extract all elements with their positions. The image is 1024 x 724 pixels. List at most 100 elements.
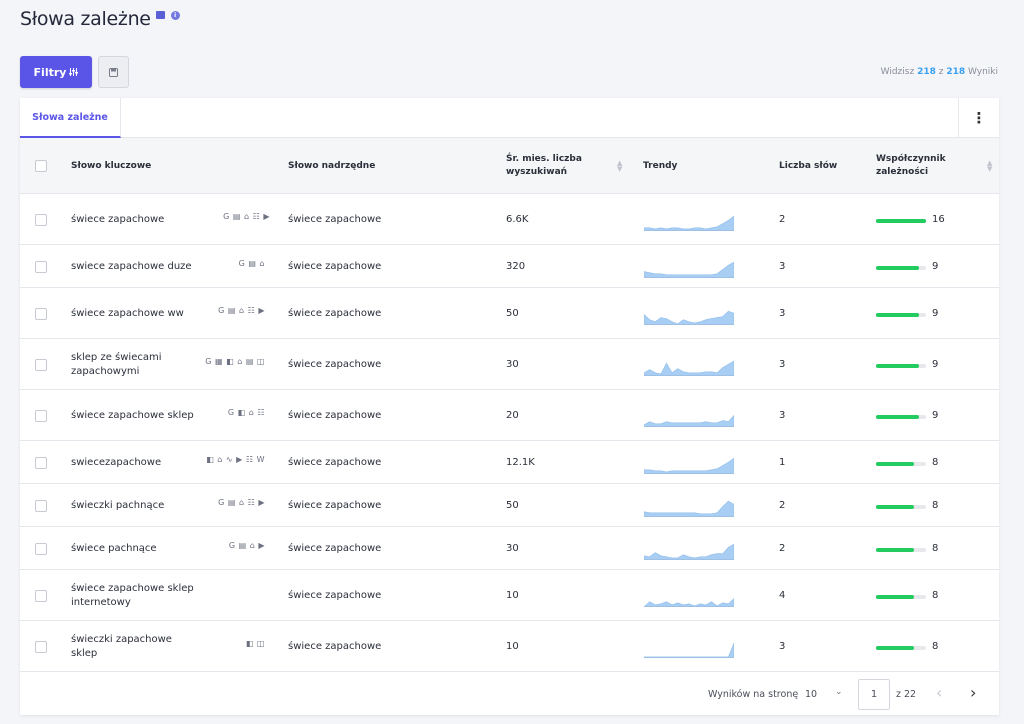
row-checkbox[interactable] — [35, 589, 47, 602]
col-trends[interactable]: Trendy — [643, 160, 678, 171]
col-keyword[interactable]: Słowo kluczowe — [71, 160, 152, 171]
keyword-text[interactable]: świece zapachowe sklep — [71, 409, 194, 421]
keyword-text[interactable]: świeczki zapachowe sklep — [71, 633, 172, 659]
ratio-bar-fill — [876, 645, 914, 650]
row-checkbox[interactable] — [35, 213, 47, 226]
serp-features-icons: G ◧ ⌂ ☷ — [227, 407, 265, 417]
keyword-text[interactable]: świece pachnące — [71, 542, 157, 554]
sort-ratio-icon[interactable]: ▲ ▼ — [987, 159, 993, 173]
word-count: 4 — [779, 590, 786, 601]
keyword-cell: świece zapachowe ww — [71, 288, 201, 339]
search-volume: 12.1K — [506, 457, 535, 468]
save-button[interactable] — [98, 56, 129, 88]
page-header: Słowa zależne i — [20, 8, 180, 30]
keyword-text[interactable]: świece zapachowe ww — [71, 307, 184, 319]
results-count: Widzisz 218 z 218 Wyniki — [880, 67, 998, 77]
info-icon[interactable]: i — [170, 11, 180, 20]
per-page-select[interactable]: 10 — [805, 689, 818, 700]
word-count: 3 — [779, 641, 786, 652]
select-all-cell — [35, 138, 47, 194]
row-checkbox[interactable] — [35, 499, 47, 512]
next-page-icon[interactable]: › — [970, 683, 977, 702]
prev-page-icon[interactable]: ‹ — [936, 683, 943, 702]
table-row[interactable]: świeczki pachnące G ▤ ⌂ ☷ ▶ świece zapacho… — [20, 484, 999, 527]
parent-keyword: świece zapachowe — [288, 500, 382, 511]
keyword-cell: świece zapachowe sklep — [71, 390, 201, 441]
trend-sparkline — [644, 500, 734, 517]
trend-sparkline — [644, 597, 734, 607]
table-row[interactable]: świeczki zapachowe sklep ◧ ◫ świece zapach… — [20, 621, 999, 672]
word-count: 3 — [779, 261, 786, 272]
floppy-disk-icon — [109, 67, 118, 77]
search-volume: 10 — [506, 641, 519, 652]
keyword-cell: sklep ze świecami zapachowymi — [71, 339, 201, 390]
ratio-value: 8 — [932, 457, 939, 468]
keyword-text[interactable]: świece zapachowe — [71, 213, 165, 225]
parent-keyword: świece zapachowe — [288, 457, 382, 468]
ratio-value: 16 — [932, 214, 945, 225]
table-row[interactable]: swiece zapachowe duze G ▤ ⌂ świece zapacho… — [20, 245, 999, 288]
select-all-checkbox[interactable] — [35, 160, 47, 172]
ratio-bar — [876, 265, 926, 270]
row-checkbox[interactable] — [35, 456, 47, 469]
parent-keyword: świece zapachowe — [288, 261, 382, 272]
row-checkbox-cell — [35, 621, 47, 672]
trend-sparkline — [644, 457, 734, 474]
ratio-bar-fill — [876, 594, 914, 599]
col-ratio[interactable]: Współczynnik zależności — [876, 154, 946, 177]
row-checkbox[interactable] — [35, 358, 47, 371]
col-parent[interactable]: Słowo nadrzędne — [288, 160, 376, 171]
keyword-text[interactable]: sklep ze świecami zapachowymi — [71, 351, 162, 377]
row-checkbox[interactable] — [35, 307, 47, 320]
tab-related-words[interactable]: Słowa zależne — [20, 98, 121, 138]
results-shown: 218 — [917, 67, 936, 77]
table-row[interactable]: świece zapachowe sklep G ◧ ⌂ ☷ świece zapa… — [20, 390, 999, 441]
serp-features-icons: ◧ ◫ — [245, 638, 265, 648]
filters-button[interactable]: Filtry — [20, 56, 92, 88]
ratio-bar-fill — [876, 547, 914, 552]
parent-keyword: świece zapachowe — [288, 590, 382, 601]
trend-area — [644, 310, 734, 325]
title-icons: i — [155, 11, 180, 20]
calendar-icon[interactable] — [155, 11, 165, 19]
table-row[interactable]: świece zapachowe sklep internetowy świece… — [20, 570, 999, 621]
page-total: z 22 — [896, 689, 917, 700]
trend-sparkline — [644, 642, 734, 658]
table-row[interactable]: świece zapachowe ww G ▤ ⌂ ☷ ▶ świece zapac… — [20, 288, 999, 339]
ratio-value: 9 — [932, 261, 939, 272]
trend-area — [644, 215, 734, 231]
row-checkbox[interactable] — [35, 260, 47, 273]
ratio-bar — [876, 414, 926, 419]
trend-sparkline — [644, 414, 734, 427]
row-checkbox[interactable] — [35, 640, 47, 653]
search-volume: 30 — [506, 543, 519, 554]
table-row[interactable]: świece zapachowe G ▤ ⌂ ☷ ▶ świece zapachow… — [20, 194, 999, 245]
parent-keyword: świece zapachowe — [288, 410, 382, 421]
keyword-text[interactable]: swiece zapachowe duze — [71, 260, 192, 272]
serp-features-icons: G ▤ ⌂ ☷ ▶ — [223, 211, 270, 221]
table-row[interactable]: świece pachnące G ▤ ⌂ ▶ świece zapachowe 30… — [20, 527, 999, 570]
chevron-down-icon[interactable]: ⌄ — [835, 687, 843, 697]
keyword-text[interactable]: swiecezapachowe — [71, 456, 162, 468]
serp-features-icons: G ▦ ◧ ⌂ ▤ ◫ — [205, 356, 265, 366]
ratio-value: 9 — [932, 359, 939, 370]
more-options-icon[interactable]: ⋮ — [958, 98, 999, 138]
keyword-text[interactable]: świece zapachowe sklep internetowy — [71, 582, 194, 608]
results-card: Słowa zależne ⋮ Słowo kluczowe Słowo nad… — [20, 98, 999, 715]
row-checkbox-cell — [35, 245, 47, 288]
page-input[interactable]: 1 — [858, 679, 890, 710]
toolbar: Filtry — [20, 56, 129, 88]
table-row[interactable]: sklep ze świecami zapachowymi G ▦ ◧ ⌂ ▤ ◫… — [20, 339, 999, 390]
ratio-bar-fill — [876, 504, 914, 509]
row-checkbox[interactable] — [35, 409, 47, 422]
table-row[interactable]: swiecezapachowe ◧ ⌂ ∿ ▶ ☷ W świece zapacho… — [20, 441, 999, 484]
col-volume[interactable]: Śr. mies. liczba wyszukiwań — [506, 154, 582, 177]
row-checkbox[interactable] — [35, 542, 47, 555]
trend-area — [644, 261, 734, 278]
trend-sparkline — [644, 360, 734, 376]
ratio-bar-fill — [876, 363, 919, 368]
page-title: Słowa zależne — [20, 8, 151, 30]
sort-volume-icon[interactable]: ▲ ▼ — [617, 159, 623, 173]
keyword-text[interactable]: świeczki pachnące — [71, 499, 165, 511]
col-word-count[interactable]: Liczba słów — [779, 160, 838, 171]
